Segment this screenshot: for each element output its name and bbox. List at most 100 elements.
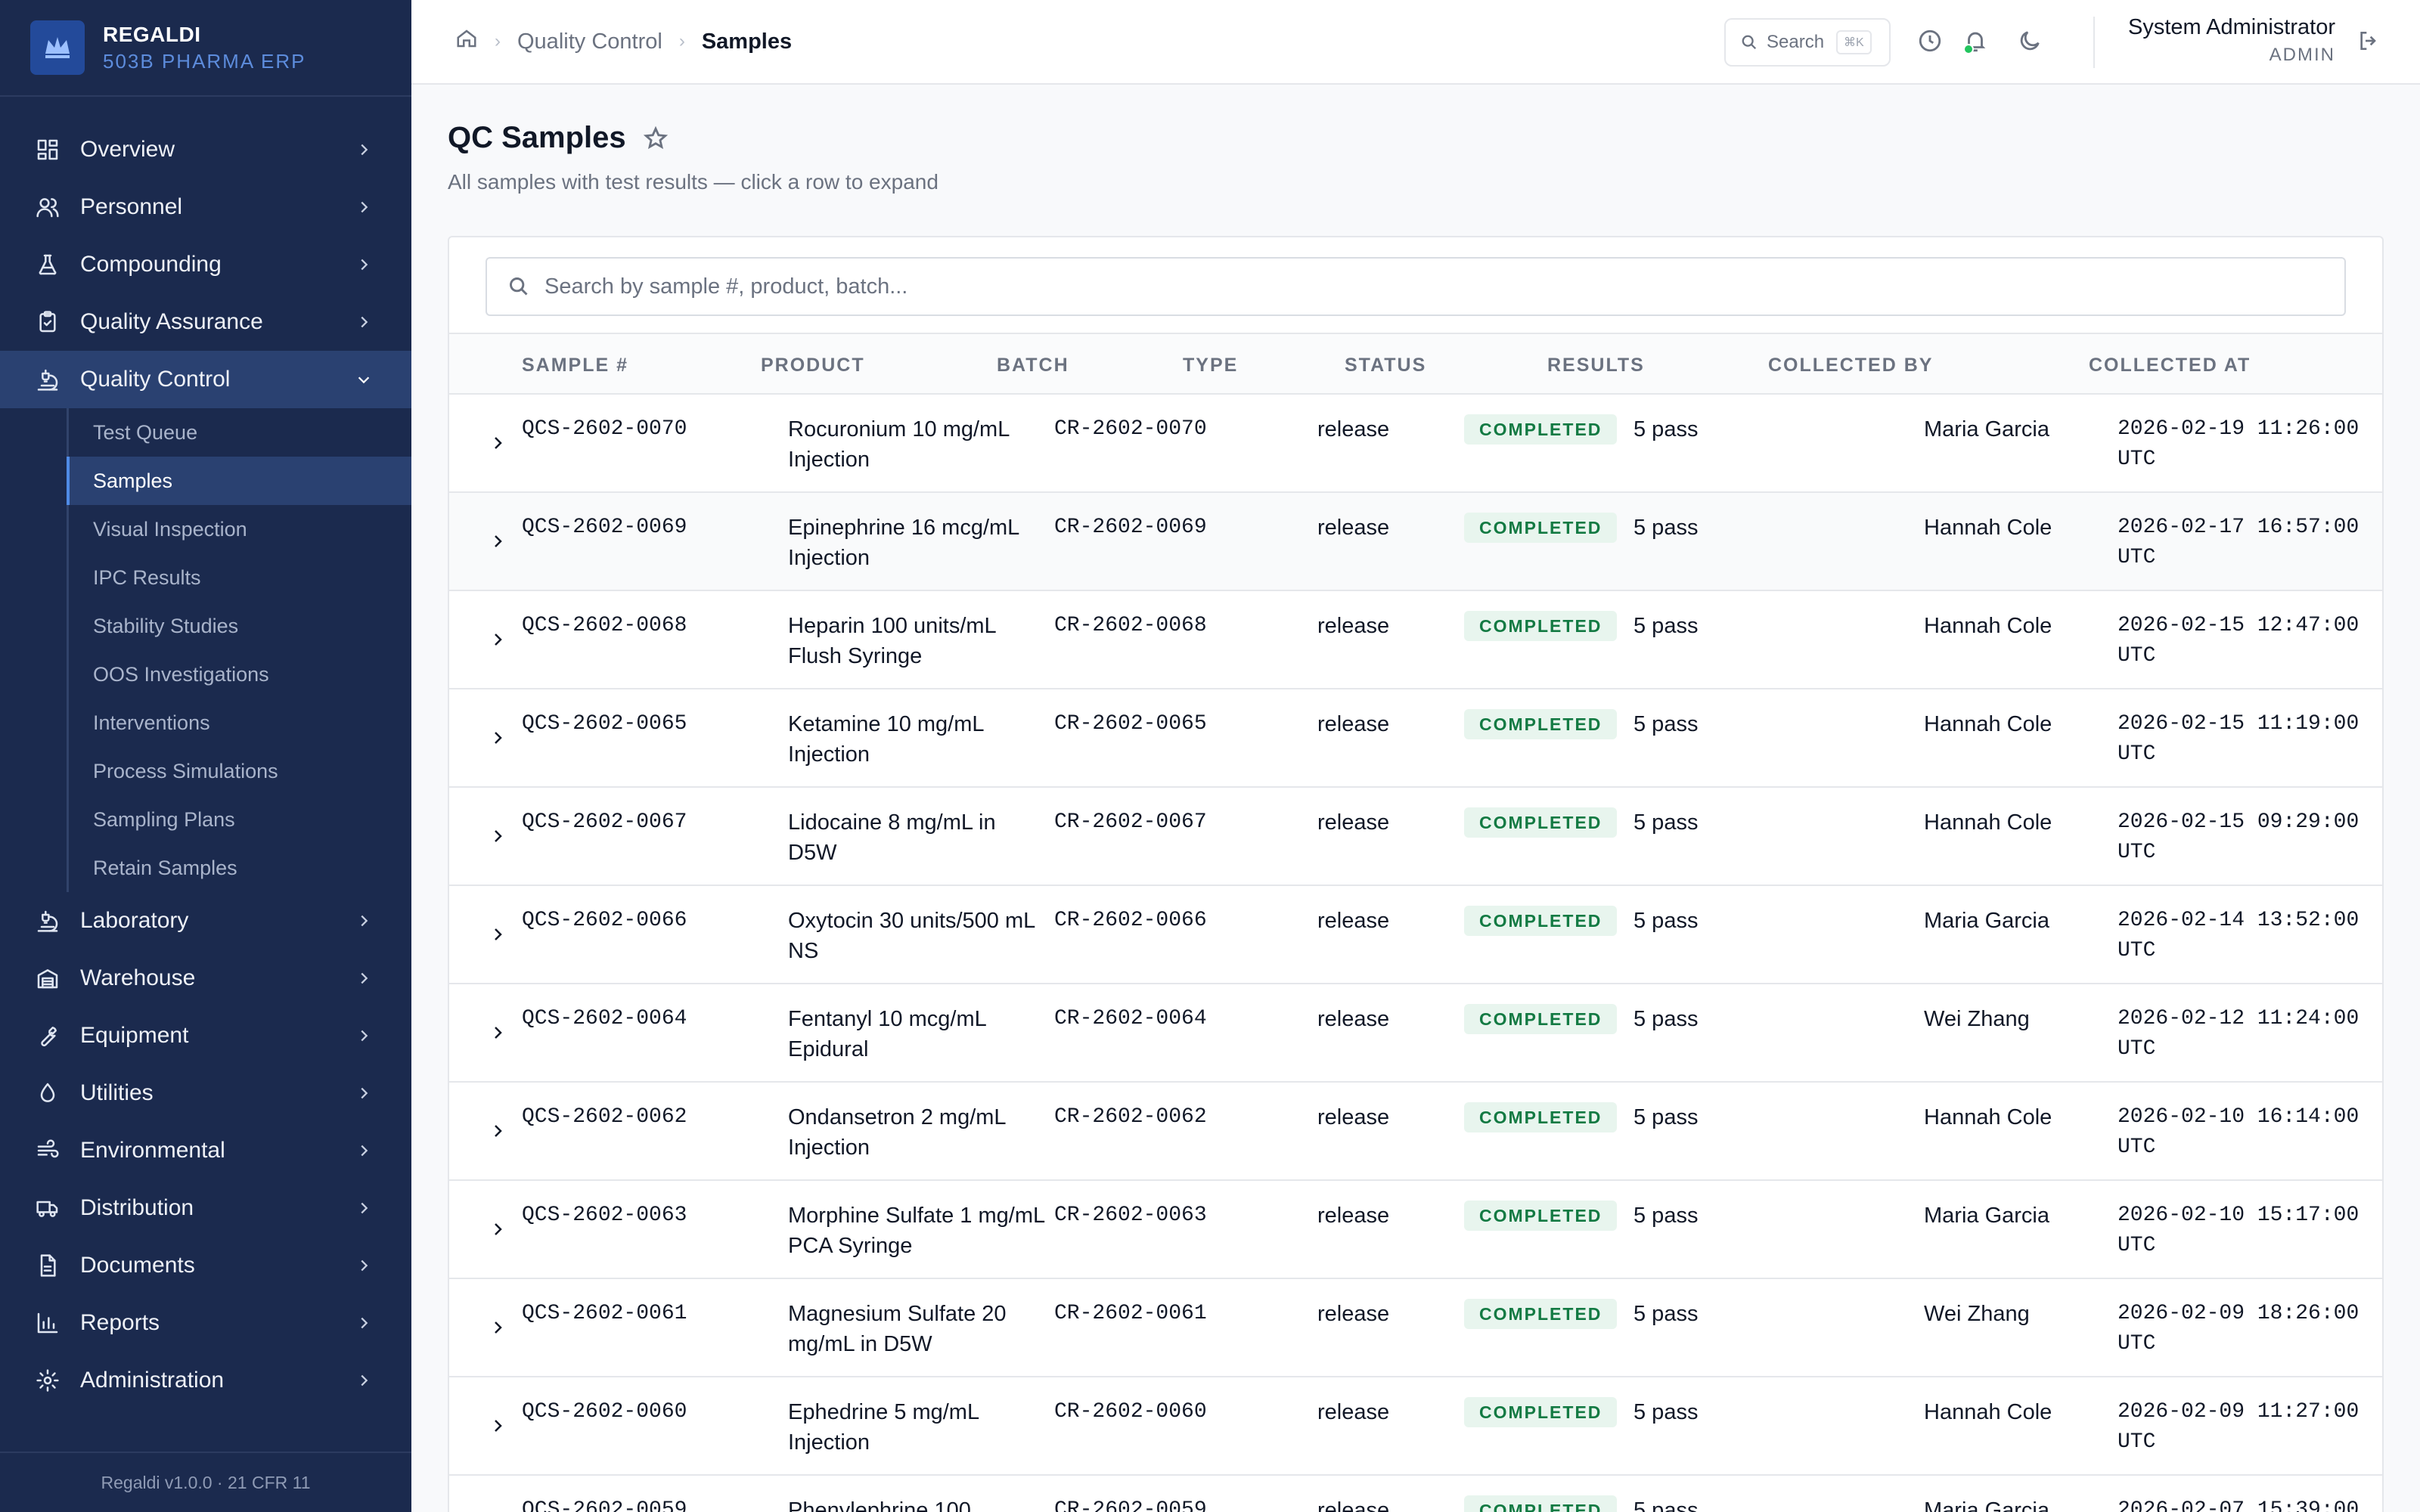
logout-icon[interactable] — [2352, 24, 2385, 57]
chevron-right-icon: › — [678, 31, 685, 51]
product-name: Ketamine 10 mg/mL — [788, 712, 985, 736]
sidebar-item-compounding[interactable]: Compounding — [0, 236, 411, 293]
submenu-item-visual-inspection[interactable]: Visual Inspection — [93, 517, 247, 541]
sidebar-item-personnel[interactable]: Personnel — [0, 178, 411, 236]
expand-chevron-icon[interactable] — [486, 1315, 510, 1340]
collected-at-tz: UTC — [2118, 1332, 2156, 1356]
batch-number: CR-2602-0070 — [1054, 417, 1207, 441]
table-row[interactable]: QCS-2602-0065 Ketamine 10 mg/mL Injection C… — [449, 689, 2382, 788]
submenu-item-retain-samples[interactable]: Retain Samples — [93, 856, 237, 879]
expand-chevron-icon[interactable] — [486, 1414, 510, 1438]
chevron-right-icon — [355, 199, 372, 215]
sidebar-item-quality-assurance[interactable]: Quality Assurance — [0, 293, 411, 351]
document-icon — [35, 1253, 60, 1278]
product-form: NS — [788, 939, 819, 963]
sidebar-item-quality-control[interactable]: Quality Control — [0, 351, 411, 408]
submenu-item-process-simulations[interactable]: Process Simulations — [93, 759, 278, 782]
results-summary: 5 pass — [1634, 516, 1699, 540]
sidebar-item-label: Equipment — [80, 1023, 189, 1048]
product-name: Lidocaine 8 mg/mL in — [788, 810, 996, 835]
table-row[interactable]: QCS-2602-0068 Heparin 100 units/mL Flush S… — [449, 591, 2382, 689]
sidebar-item-laboratory[interactable]: Laboratory — [0, 892, 411, 950]
table-row[interactable]: QCS-2602-0061 Magnesium Sulfate 20 mg/mL i… — [449, 1279, 2382, 1377]
bell-icon[interactable] — [1959, 24, 1992, 57]
collected-by: Maria Garcia — [1924, 1204, 2049, 1228]
table-row[interactable]: QCS-2602-0066 Oxytocin 30 units/500 mL NS C… — [449, 886, 2382, 984]
table-search[interactable] — [486, 257, 2346, 316]
chevron-down-icon — [355, 371, 372, 388]
notification-dot — [1963, 44, 1974, 54]
collected-by: Hannah Cole — [1924, 810, 2052, 835]
global-search-button[interactable]: Search ⌘K — [1724, 18, 1891, 67]
history-icon[interactable] — [1913, 24, 1947, 57]
column-header-sample[interactable]: SAMPLE # — [522, 355, 629, 376]
sample-type: release — [1317, 614, 1390, 638]
expand-chevron-icon[interactable] — [486, 1217, 510, 1241]
sidebar-item-utilities[interactable]: Utilities — [0, 1064, 411, 1122]
sidebar-item-distribution[interactable]: Distribution — [0, 1179, 411, 1237]
submenu-item-stability-studies[interactable]: Stability Studies — [93, 614, 239, 637]
submenu-item-oos-investigations[interactable]: OOS Investigations — [93, 662, 269, 686]
table-row[interactable]: QCS-2602-0062 Ondansetron 2 mg/mL Injectio… — [449, 1083, 2382, 1181]
breadcrumb-current: Samples — [701, 29, 793, 54]
sidebar-item-equipment[interactable]: Equipment — [0, 1007, 411, 1064]
column-header-collected-by[interactable]: COLLECTED BY — [1768, 355, 1934, 376]
expand-chevron-icon[interactable] — [486, 726, 510, 750]
column-header-collected-at[interactable]: COLLECTED AT — [2089, 355, 2251, 376]
expand-chevron-icon[interactable] — [486, 824, 510, 848]
table-body: QCS-2602-0070 Rocuronium 10 mg/mL Injectio… — [449, 395, 2382, 1512]
sidebar-item-reports[interactable]: Reports — [0, 1294, 411, 1352]
submenu-item-interventions[interactable]: Interventions — [93, 711, 210, 734]
submenu-item-test-queue[interactable]: Test Queue — [93, 420, 198, 444]
table-row[interactable]: QCS-2602-0064 Fentanyl 10 mcg/mL Epidural C… — [449, 984, 2382, 1083]
table-row[interactable]: QCS-2602-0067 Lidocaine 8 mg/mL in D5W CR-2… — [449, 788, 2382, 886]
expand-chevron-icon[interactable] — [486, 1021, 510, 1045]
sidebar-item-environmental[interactable]: Environmental — [0, 1122, 411, 1179]
status-badge: COMPLETED — [1464, 1299, 1618, 1329]
sidebar-item-administration[interactable]: Administration — [0, 1352, 411, 1409]
table-row[interactable]: QCS-2602-0063 Morphine Sulfate 1 mg/mL PCA… — [449, 1181, 2382, 1279]
collected-at-tz: UTC — [2118, 1037, 2156, 1061]
collected-at: 2026-02-07 15:39:00 — [2118, 1498, 2360, 1512]
expand-chevron-icon[interactable] — [486, 1119, 510, 1143]
chevron-right-icon — [355, 970, 372, 987]
column-header-type[interactable]: TYPE — [1183, 355, 1239, 376]
breadcrumb-quality-control[interactable]: Quality Control — [517, 29, 662, 54]
sample-number: QCS-2602-0066 — [522, 909, 687, 932]
column-header-batch[interactable]: BATCH — [997, 355, 1069, 376]
table-row[interactable]: QCS-2602-0059 Phenylephrine 100 CR-2602-00… — [449, 1476, 2382, 1512]
chevron-right-icon — [355, 314, 372, 330]
sidebar-item-warehouse[interactable]: Warehouse — [0, 950, 411, 1007]
submenu-item-sampling-plans[interactable]: Sampling Plans — [93, 807, 235, 831]
sample-number: QCS-2602-0060 — [522, 1400, 687, 1424]
expand-chevron-icon[interactable] — [486, 431, 510, 455]
home-icon[interactable] — [455, 27, 478, 56]
column-header-status[interactable]: STATUS — [1345, 355, 1427, 376]
table-row[interactable]: QCS-2602-0069 Epinephrine 16 mcg/mL Inject… — [449, 493, 2382, 591]
table-row[interactable]: QCS-2602-0070 Rocuronium 10 mg/mL Injectio… — [449, 395, 2382, 493]
user-menu[interactable]: System Administrator ADMIN — [2128, 15, 2335, 66]
brand[interactable]: REGALDI 503B PHARMA ERP — [0, 0, 411, 97]
column-header-product[interactable]: PRODUCT — [761, 355, 865, 376]
table-row[interactable]: QCS-2602-0060 Ephedrine 5 mg/mL Injection C… — [449, 1377, 2382, 1476]
results-summary: 5 pass — [1634, 1400, 1699, 1424]
sidebar-item-documents[interactable]: Documents — [0, 1237, 411, 1294]
droplet-icon — [35, 1080, 60, 1106]
sidebar-item-overview[interactable]: Overview — [0, 121, 411, 178]
sample-number: QCS-2602-0068 — [522, 614, 687, 637]
product-name: Fentanyl 10 mcg/mL — [788, 1007, 987, 1031]
sample-number: QCS-2602-0067 — [522, 810, 687, 834]
table-header: SAMPLE # PRODUCT BATCH TYPE STATUS RESULTS COL… — [449, 333, 2382, 395]
sample-number: QCS-2602-0059 — [522, 1498, 687, 1512]
sidebar-nav: Overview Personnel Compounding Quality Assu… — [0, 97, 411, 1409]
expand-chevron-icon[interactable] — [486, 627, 510, 652]
column-header-results[interactable]: RESULTS — [1547, 355, 1645, 376]
results-summary: 5 pass — [1634, 712, 1699, 736]
expand-chevron-icon[interactable] — [486, 529, 510, 553]
star-icon[interactable] — [643, 125, 669, 151]
expand-chevron-icon[interactable] — [486, 922, 510, 947]
moon-icon[interactable] — [2013, 24, 2046, 57]
submenu-item-ipc-results[interactable]: IPC Results — [93, 565, 201, 589]
submenu-item-samples[interactable]: Samples — [67, 457, 411, 505]
table-search-input[interactable] — [544, 274, 2284, 299]
